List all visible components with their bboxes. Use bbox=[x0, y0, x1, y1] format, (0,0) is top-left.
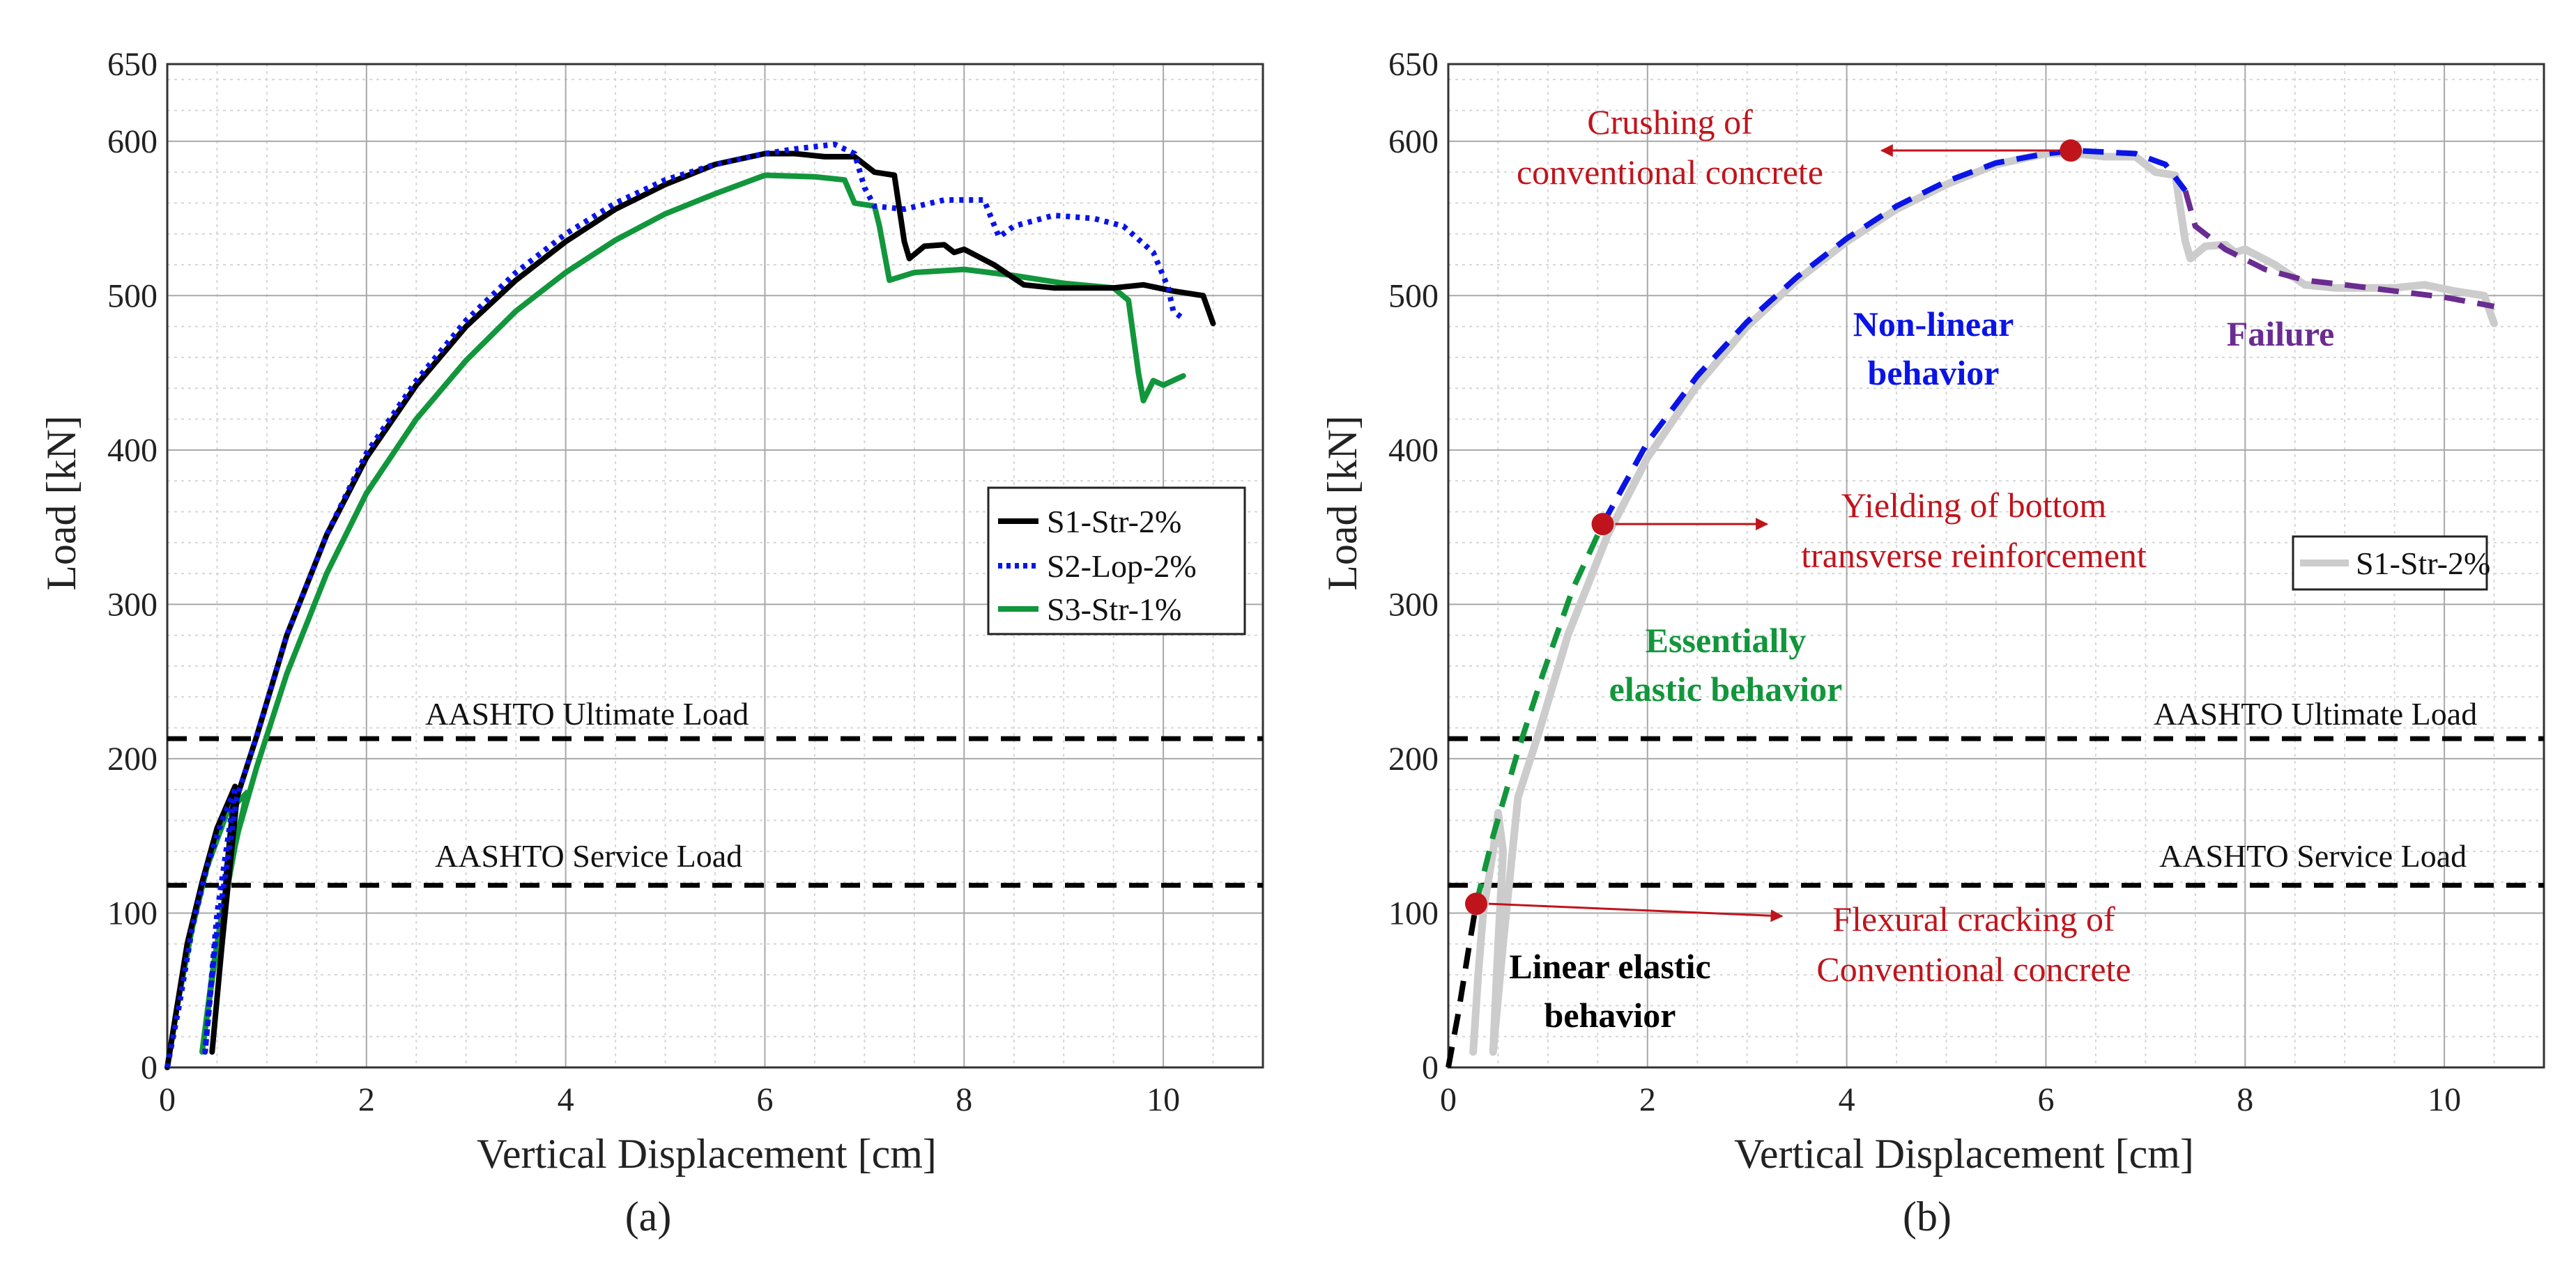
panel-b-legend: S1-Str-2% bbox=[2292, 535, 2490, 591]
x-tick-label-a: 10 bbox=[1147, 1081, 1180, 1118]
x-tick-label-a: 8 bbox=[956, 1081, 972, 1118]
anno-crushing-line2: conventional concrete bbox=[1517, 153, 1823, 192]
y-tick-label-a: 200 bbox=[107, 741, 158, 778]
anno-yielding-line1: Yielding of bottom bbox=[1841, 486, 2107, 525]
panel-b-caption: (b) bbox=[1903, 1194, 1952, 1240]
phase-linear-line2: behavior bbox=[1544, 996, 1676, 1035]
x-tick-label-a: 0 bbox=[159, 1081, 176, 1118]
y-tick-label-a: 500 bbox=[107, 277, 158, 314]
phase-failure: Failure bbox=[2227, 314, 2335, 353]
y-tick-label-a: 600 bbox=[107, 123, 158, 160]
series-line-s2-lop-2pct bbox=[202, 141, 1186, 1055]
panel-b-xlabel: Vertical Displacement [cm] bbox=[1734, 1131, 2194, 1177]
x-tick-label-b: 6 bbox=[2037, 1081, 2054, 1118]
panel-a-ultimate-label: AASHTO Ultimate Load bbox=[425, 696, 749, 732]
key-point-marker-1 bbox=[1591, 513, 1614, 536]
x-tick-label-a: 4 bbox=[558, 1081, 574, 1118]
phase-nonlinear-line2: behavior bbox=[1868, 353, 2000, 392]
panel-b-ultimate-label: AASHTO Ultimate Load bbox=[2154, 696, 2477, 732]
y-tick-label-a: 0 bbox=[141, 1049, 158, 1086]
panel-a-caption: (a) bbox=[625, 1194, 672, 1240]
y-tick-label-b: 100 bbox=[1388, 895, 1439, 932]
y-tick-label-a: 300 bbox=[107, 586, 158, 623]
x-tick-label-a: 6 bbox=[756, 1081, 773, 1118]
series-line-s3-str-1pct bbox=[199, 172, 1186, 1055]
legend-b-s1-label: S1-Str-2% bbox=[2356, 546, 2490, 581]
anno-crushing-line1: Crushing of bbox=[1587, 102, 1753, 141]
y-tick-label-b: 600 bbox=[1388, 123, 1439, 160]
y-tick-label-b: 200 bbox=[1388, 741, 1439, 778]
x-tick-label-b: 0 bbox=[1440, 1081, 1457, 1118]
legend-s2-label: S2-Lop-2% bbox=[1047, 548, 1197, 584]
panel-a-legend: S1-Str-2% S2-Lop-2% S3-Str-1% bbox=[987, 486, 1246, 635]
x-tick-label-b: 8 bbox=[2237, 1081, 2253, 1118]
phase-linear-line1: Linear elastic bbox=[1509, 947, 1710, 986]
plot-frame-b bbox=[1447, 63, 2545, 1069]
series-group-b bbox=[1446, 139, 2498, 1068]
phase-nonlinear-line1: Non-linear bbox=[1853, 304, 2014, 343]
series-group-a bbox=[164, 141, 1216, 1070]
anno-cracking-line2: Conventional concrete bbox=[1816, 950, 2131, 989]
panel-b-ylabel: Load [kN] bbox=[1319, 415, 1365, 591]
anno-yielding-line2: transverse reinforcement bbox=[1801, 536, 2147, 575]
annotation-arrow-0 bbox=[1488, 902, 1784, 923]
y-tick-label-b: 400 bbox=[1388, 432, 1439, 469]
x-tick-label-b: 4 bbox=[1839, 1081, 1855, 1118]
key-point-marker-0 bbox=[1465, 893, 1488, 916]
key-point-marker-2 bbox=[2060, 139, 2083, 162]
phase-line-3 bbox=[2182, 190, 2495, 309]
y-tick-label-a: 650 bbox=[107, 46, 158, 83]
legend-s3-label: S3-Str-1% bbox=[1047, 592, 1181, 627]
anno-cracking-line1: Flexural cracking of bbox=[1832, 900, 2115, 939]
y-tick-label-b: 0 bbox=[1422, 1049, 1439, 1086]
x-tick-label-a: 2 bbox=[358, 1081, 375, 1118]
panel-b-service-label: AASHTO Service Load bbox=[2159, 838, 2467, 874]
phase-line-0 bbox=[1446, 903, 1479, 1068]
y-tick-label-b: 500 bbox=[1388, 277, 1439, 314]
legend-s1-label: S1-Str-2% bbox=[1047, 504, 1181, 539]
plot-frame-a bbox=[166, 63, 1264, 1069]
phase-line-2 bbox=[1600, 148, 2188, 526]
panel-a-xlabel: Vertical Displacement [cm] bbox=[477, 1131, 937, 1177]
panel-a-service-label: AASHTO Service Load bbox=[435, 838, 742, 874]
phase-line-1 bbox=[1473, 523, 1606, 905]
panel-a-ylabel: Load [kN] bbox=[38, 415, 84, 591]
series-line-s2-lop-2pct bbox=[164, 788, 238, 1068]
phase-elastic-line2: elastic behavior bbox=[1609, 670, 1843, 709]
x-tick-label-b: 10 bbox=[2428, 1081, 2461, 1118]
phase-elastic-line1: Essentially bbox=[1646, 621, 1807, 660]
y-tick-label-b: 300 bbox=[1388, 586, 1439, 623]
y-tick-label-a: 400 bbox=[107, 432, 158, 469]
y-tick-label-a: 100 bbox=[107, 895, 158, 932]
x-tick-label-b: 2 bbox=[1639, 1081, 1656, 1118]
y-tick-label-b: 650 bbox=[1388, 46, 1439, 83]
